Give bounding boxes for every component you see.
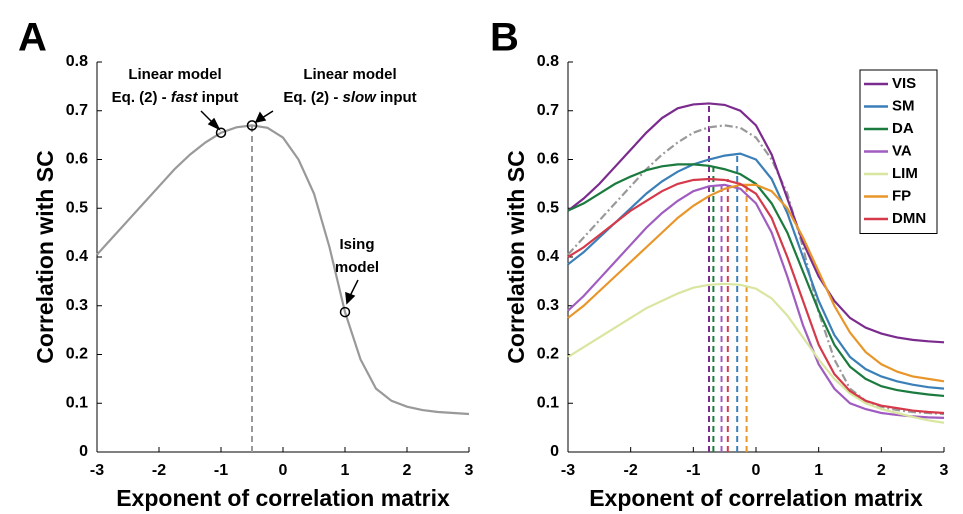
panel-label: B bbox=[490, 16, 519, 60]
y-tick-label: 0.1 bbox=[66, 394, 88, 411]
x-tick-label: 1 bbox=[341, 462, 350, 479]
model-point bbox=[246, 120, 258, 131]
annotation-part: Eq. (2) - bbox=[283, 89, 342, 106]
y-tick-label: 0.2 bbox=[66, 346, 88, 363]
x-tick-label: 3 bbox=[940, 462, 949, 479]
legend-label: LIM bbox=[892, 165, 918, 182]
legend-label: DA bbox=[892, 120, 914, 137]
y-tick-label: 0.3 bbox=[66, 297, 88, 314]
annotation: model bbox=[335, 259, 379, 276]
annotation: Ising bbox=[339, 236, 374, 253]
line-series bbox=[567, 282, 945, 424]
legend-label: VIS bbox=[892, 75, 916, 92]
annotation-part: slow bbox=[343, 89, 378, 106]
y-tick-label: 0.2 bbox=[537, 346, 559, 363]
y-tick-label: 0.5 bbox=[66, 199, 88, 216]
line-series bbox=[567, 183, 945, 419]
arrow-head bbox=[207, 117, 221, 131]
legend-label: SM bbox=[892, 97, 915, 114]
x-tick-label: 2 bbox=[403, 462, 412, 479]
x-axis-label: Exponent of correlation matrix bbox=[116, 485, 450, 511]
y-tick-label: 0.1 bbox=[537, 394, 559, 411]
y-tick-label: 0.8 bbox=[537, 53, 559, 70]
y-tick-label: 0.4 bbox=[66, 248, 88, 265]
annotation-part: Eq. (2) - bbox=[112, 89, 171, 106]
model-point bbox=[215, 127, 227, 138]
annotation-part: input bbox=[376, 89, 417, 106]
x-tick-label: 2 bbox=[877, 462, 886, 479]
y-tick-label: 0.6 bbox=[66, 151, 88, 168]
line-series bbox=[96, 124, 470, 416]
line-series bbox=[567, 152, 945, 390]
model-point bbox=[339, 306, 351, 318]
y-tick-label: 0.5 bbox=[537, 199, 559, 216]
x-tick-label: 1 bbox=[814, 462, 823, 479]
legend-label: DMN bbox=[892, 210, 926, 227]
annotation-part: model bbox=[335, 259, 379, 276]
line-series bbox=[567, 177, 945, 415]
x-tick-label: -1 bbox=[214, 462, 228, 479]
legend-label: VA bbox=[892, 142, 912, 159]
x-axis-label: Exponent of correlation matrix bbox=[589, 485, 923, 511]
x-tick-label: 0 bbox=[752, 462, 761, 479]
x-tick-label: 0 bbox=[279, 462, 288, 479]
y-tick-label: 0.3 bbox=[537, 297, 559, 314]
y-axis-label: Correlation with SC bbox=[503, 150, 529, 363]
annotation: Linear model bbox=[128, 66, 221, 83]
annotation-arrows bbox=[200, 110, 359, 305]
annotation-part: fast bbox=[171, 89, 199, 106]
y-tick-label: 0 bbox=[79, 443, 88, 460]
arrow-head bbox=[254, 111, 267, 124]
line-series bbox=[567, 183, 945, 383]
y-tick-label: 0 bbox=[550, 443, 559, 460]
arrow bbox=[349, 279, 359, 297]
annotation-part: input bbox=[198, 89, 239, 106]
arrow bbox=[261, 110, 274, 119]
y-tick-label: 0.6 bbox=[537, 151, 559, 168]
y-tick-label: 0.7 bbox=[66, 102, 88, 119]
line-series bbox=[567, 102, 945, 344]
x-tick-label: -2 bbox=[152, 462, 166, 479]
x-tick-label: -3 bbox=[561, 462, 575, 479]
y-axis-label: Correlation with SC bbox=[32, 150, 58, 363]
y-tick-label: 0.4 bbox=[537, 248, 559, 265]
annotation: Eq. (2) - slow input bbox=[283, 89, 416, 106]
legend-label: FP bbox=[892, 187, 911, 204]
panel-label: A bbox=[18, 16, 47, 60]
annotation: Linear model bbox=[303, 66, 396, 83]
y-tick-label: 0.8 bbox=[66, 53, 88, 70]
x-tick-label: -1 bbox=[686, 462, 700, 479]
annotation: Eq. (2) - fast input bbox=[112, 89, 239, 106]
x-tick-label: -3 bbox=[90, 462, 104, 479]
x-tick-label: 3 bbox=[465, 462, 474, 479]
arrow-head bbox=[345, 291, 356, 305]
y-tick-label: 0.7 bbox=[537, 102, 559, 119]
x-tick-label: -2 bbox=[624, 462, 638, 479]
